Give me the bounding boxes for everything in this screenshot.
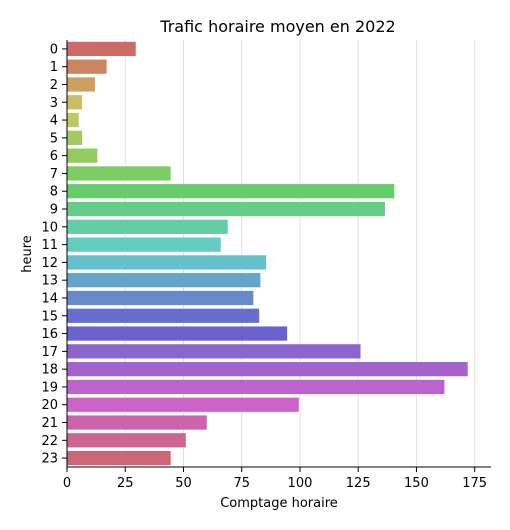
x-tick-label: 75: [233, 476, 250, 491]
bar-hour-12: [67, 255, 267, 270]
bar-hour-15: [67, 308, 260, 323]
y-tick-label: 22: [41, 434, 58, 449]
y-tick-label: 17: [41, 345, 58, 360]
bar-hour-20: [67, 397, 299, 412]
y-tick-label: 15: [41, 309, 58, 324]
bar-hour-4: [67, 112, 79, 128]
chart-title: Trafic horaire moyen en 2022: [159, 17, 395, 36]
bar-hour-23: [67, 450, 171, 466]
y-tick-label: 23: [41, 452, 58, 467]
y-axis-title: heure: [20, 235, 35, 273]
bar-hour-18: [67, 362, 468, 377]
y-tick-label: 21: [41, 416, 58, 431]
y-tick-label: 3: [50, 96, 58, 111]
x-tick-label: 0: [63, 476, 71, 491]
bar-hour-21: [67, 415, 207, 430]
bar-hour-6: [67, 148, 98, 163]
bar-hour-5: [67, 130, 83, 145]
x-tick-label: 25: [117, 476, 134, 491]
bar-hour-7: [67, 166, 171, 181]
y-tick-label: 14: [41, 291, 58, 306]
bar-hour-9: [67, 201, 385, 217]
bar-hour-13: [67, 273, 261, 288]
bar-hour-16: [67, 326, 288, 341]
bar-hour-8: [67, 184, 395, 199]
y-tick-label: 16: [41, 327, 58, 342]
y-tick-label: 10: [41, 220, 58, 235]
x-tick-label: 175: [462, 476, 487, 491]
y-tick-label: 20: [41, 398, 58, 413]
y-tick-label: 0: [50, 42, 58, 57]
x-axis-title: Comptage horaire: [220, 496, 338, 511]
bar-hour-10: [67, 219, 228, 234]
bars: [67, 41, 468, 466]
x-tick-label: 50: [175, 476, 192, 491]
bar-hour-1: [67, 59, 107, 74]
y-tick-label: 18: [41, 363, 58, 378]
bar-hour-11: [67, 237, 221, 252]
y-tick-label: 12: [41, 256, 58, 271]
y-tick-label: 19: [41, 380, 58, 395]
y-tick-label: 9: [50, 203, 58, 218]
y-tick-label: 2: [50, 78, 58, 93]
x-tick-label: 125: [346, 476, 371, 491]
y-tick-label: 13: [41, 274, 58, 289]
y-tick-label: 5: [50, 131, 58, 146]
x-tick-label: 150: [404, 476, 429, 491]
y-tick-label: 11: [41, 238, 58, 253]
bar-hour-2: [67, 77, 95, 92]
y-tick-label: 6: [50, 149, 58, 164]
grid-lines: [124, 40, 476, 467]
bar-hour-0: [67, 41, 136, 57]
bar-hour-22: [67, 433, 186, 448]
y-tick-label: 8: [50, 185, 58, 200]
bar-hour-17: [67, 344, 361, 359]
x-tick-label: 100: [288, 476, 313, 491]
bar-hour-14: [67, 290, 254, 306]
y-tick-label: 7: [50, 167, 58, 182]
y-tick-label: 1: [50, 60, 58, 75]
bar-hour-3: [67, 95, 83, 110]
y-tick-label: 4: [50, 114, 58, 129]
bar-hour-19: [67, 379, 445, 395]
x-axis: 0 25 50 75 100 125 150 175: [63, 467, 487, 491]
